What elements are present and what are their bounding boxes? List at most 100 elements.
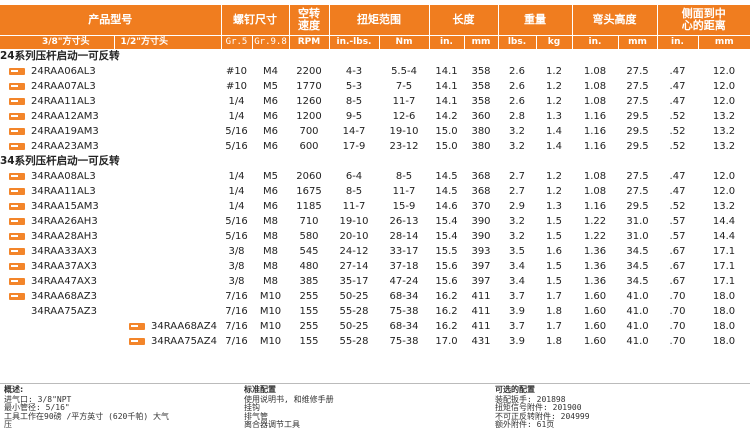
bend-height-mm: 27.5 xyxy=(626,186,649,197)
header-nm: Nm xyxy=(378,35,429,49)
bend-height-in: 1.08 xyxy=(583,66,607,77)
weight-lbs: 3.9 xyxy=(509,336,525,347)
torque-nm: 75-38 xyxy=(389,306,419,317)
side-center-in: .52 xyxy=(669,141,686,152)
model-cell: 34RAA28AH3 xyxy=(0,229,114,244)
model-cell: 34RAA47AX3 xyxy=(0,274,114,289)
weight-kg: 1.8 xyxy=(546,336,562,347)
weight-lbs: 3.7 xyxy=(509,291,525,302)
weight-kg: 1.5 xyxy=(546,216,562,227)
header-side-to-center: 侧面到中 心的距离 xyxy=(656,5,750,36)
side-center-mm: 14.4 xyxy=(712,231,736,242)
length-mm: 380 xyxy=(471,126,491,137)
tool-icon xyxy=(9,277,25,285)
side-center-in: .52 xyxy=(669,201,686,212)
tool-icon xyxy=(9,67,25,75)
length-in: 15.0 xyxy=(435,141,458,152)
weight-lbs: 3.2 xyxy=(509,231,525,242)
weight-kg: 1.5 xyxy=(546,261,562,272)
model-cell: 24RAA11AL3 xyxy=(0,94,114,109)
torque-in-lbs: 55-28 xyxy=(339,336,369,347)
screw-gr5: 1/4 xyxy=(228,111,245,122)
model-cell: 34RAA15AM3 xyxy=(0,199,114,214)
bend-height-in: 1.08 xyxy=(583,96,607,107)
length-in: 14.1 xyxy=(435,66,458,77)
model-cell: 34RAA11AL3 xyxy=(0,184,114,199)
side-center-in: .57 xyxy=(669,216,686,227)
length-in: 15.4 xyxy=(435,231,458,242)
weight-kg: 1.4 xyxy=(546,126,562,137)
bend-height-mm: 29.5 xyxy=(626,141,649,152)
bend-height-in: 1.60 xyxy=(583,321,607,332)
free-speed: 1260 xyxy=(296,96,322,107)
side-center-mm: 12.0 xyxy=(712,186,736,197)
empty-cell xyxy=(114,229,221,244)
weight-kg: 1.5 xyxy=(546,276,562,287)
model-number: 24RAA12AM3 xyxy=(31,111,99,122)
length-mm: 411 xyxy=(471,306,491,317)
screw-gr5: 5/16 xyxy=(225,231,248,242)
bend-height-in: 1.08 xyxy=(583,186,607,197)
length-mm: 358 xyxy=(471,66,491,77)
tool-icon xyxy=(9,142,25,150)
side-center-mm: 17.1 xyxy=(712,246,736,257)
table-row: 34RAA68AZ3 7/16 M10 255 50-25 68-34 16.2 411 3.7… xyxy=(0,289,750,304)
model-cell: 24RAA07AL3 xyxy=(0,79,114,94)
weight-lbs: 2.9 xyxy=(509,201,525,212)
table-row: 34RAA15AM3 1/4 M6 1185 11-7 15-9 14.6 370 2.9 1.3… xyxy=(0,199,750,214)
model-cell: 24RAA12AM3 xyxy=(0,109,114,124)
model-number: 24RAA07AL3 xyxy=(31,81,96,92)
model-cell: 34RAA37AX3 xyxy=(0,259,114,274)
torque-in-lbs: 50-25 xyxy=(339,291,369,302)
empty-cell xyxy=(114,289,221,304)
table-row: 34RAA37AX3 3/8 M8 480 27-14 37-18 15.6 397 3.4 1.… xyxy=(0,259,750,274)
bend-height-in: 1.16 xyxy=(583,126,607,137)
header-free-speed: 空转 速度 xyxy=(288,5,329,36)
optional-config-line: 装配扳手: 201898 xyxy=(495,394,566,404)
table-row: 34RAA75AZ4 7/16 M10 155 55-28 75-38 17.0 431 3.9… xyxy=(0,334,750,349)
empty-cell xyxy=(114,274,221,289)
screw-gr98: M6 xyxy=(263,96,278,107)
screw-gr98: M10 xyxy=(259,321,282,332)
weight-kg: 1.7 xyxy=(546,321,562,332)
torque-nm: 28-14 xyxy=(389,231,419,242)
weight-kg: 1.4 xyxy=(546,141,562,152)
side-center-in: .47 xyxy=(669,66,686,77)
weight-kg: 1.3 xyxy=(546,111,562,122)
torque-nm: 68-34 xyxy=(389,321,419,332)
header-weight-kg: kg xyxy=(535,35,572,49)
table-row: 34RAA11AL3 1/4 M6 1675 8-5 11-7 14.5 368 2.7 1.2 1… xyxy=(0,184,750,199)
weight-lbs: 3.2 xyxy=(509,126,525,137)
screw-gr98: M6 xyxy=(263,201,278,212)
header-bend-in: in. xyxy=(571,35,618,49)
weight-lbs: 2.7 xyxy=(509,186,525,197)
screw-gr98: M6 xyxy=(263,126,278,137)
standard-config-line: 使用说明书, 和维修手册 xyxy=(244,394,334,404)
bend-height-mm: 29.5 xyxy=(626,201,649,212)
weight-kg: 1.2 xyxy=(546,171,562,182)
side-center-mm: 12.0 xyxy=(712,66,736,77)
torque-nm: 19-10 xyxy=(389,126,419,137)
side-center-mm: 13.2 xyxy=(712,111,736,122)
side-center-in: .47 xyxy=(669,186,686,197)
standard-config-line: 挂钩 xyxy=(244,403,260,412)
side-center-mm: 12.0 xyxy=(712,171,736,182)
free-speed: 2200 xyxy=(296,66,322,77)
section-title: 24系列压杆启动一可反转 xyxy=(0,50,120,62)
empty-cell xyxy=(114,214,221,229)
free-speed: 1185 xyxy=(296,201,322,212)
empty-cell xyxy=(114,64,221,79)
empty-cell xyxy=(0,334,114,349)
free-speed: 255 xyxy=(299,291,319,302)
torque-nm: 26-13 xyxy=(389,216,419,227)
tool-icon xyxy=(9,217,25,225)
header-rpm: RPM xyxy=(288,35,329,49)
side-center-in: .70 xyxy=(669,336,686,347)
torque-in-lbs: 20-10 xyxy=(339,231,369,242)
bend-height-in: 1.08 xyxy=(583,81,607,92)
bend-height-in: 1.60 xyxy=(583,336,607,347)
free-speed: 2060 xyxy=(296,171,322,182)
bend-height-mm: 41.0 xyxy=(626,291,649,302)
side-center-in: .52 xyxy=(669,126,686,137)
